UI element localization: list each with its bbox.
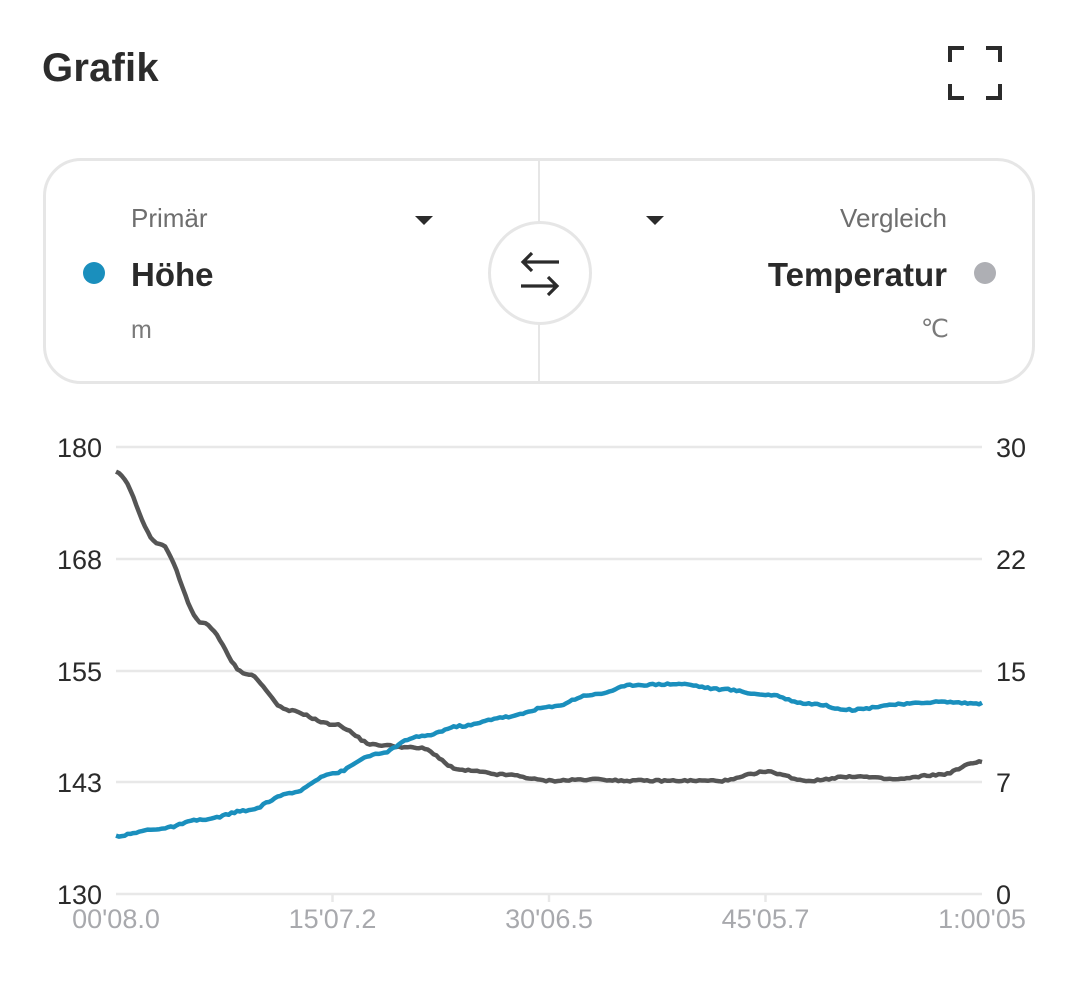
compare-color-dot-icon bbox=[974, 262, 996, 284]
swap-arrows-icon bbox=[520, 251, 560, 297]
x-axis-tick-label: 30'06.5 bbox=[505, 904, 593, 934]
compare-caption: Vergleich bbox=[840, 203, 947, 233]
left-axis-tick-label: 155 bbox=[57, 657, 102, 687]
right-axis-tick-label: 15 bbox=[996, 657, 1026, 687]
left-y-axis: 180 168 155 143 130 bbox=[57, 433, 102, 910]
x-axis: 00'08.0 15'07.2 30'06.5 45'05.7 1:00'05 bbox=[72, 894, 1026, 934]
primary-caption: Primär bbox=[131, 203, 208, 233]
dual-axis-line-chart[interactable]: 180 168 155 143 130 30 22 15 7 0 00'08.0 15'07.2 3… bbox=[0, 420, 1078, 980]
swap-metrics-button[interactable] bbox=[488, 221, 592, 325]
right-y-axis: 30 22 15 7 0 bbox=[996, 433, 1026, 910]
divider bbox=[538, 160, 540, 222]
right-axis-tick-label: 30 bbox=[996, 433, 1026, 463]
x-axis-tick-label: 15'07.2 bbox=[289, 904, 377, 934]
chart-gridlines bbox=[116, 445, 982, 896]
primary-dropdown-caret-icon[interactable] bbox=[415, 216, 433, 225]
compare-metric-name: Temperatur bbox=[767, 256, 947, 293]
right-axis-tick-label: 22 bbox=[996, 545, 1026, 575]
right-axis-tick-label: 0 bbox=[996, 880, 1011, 910]
primary-unit: m bbox=[131, 316, 152, 344]
left-axis-tick-label: 180 bbox=[57, 433, 102, 463]
x-axis-tick-label: 00'08.0 bbox=[72, 904, 160, 934]
fullscreen-icon bbox=[948, 46, 1002, 100]
fullscreen-button[interactable] bbox=[946, 44, 1004, 102]
divider bbox=[538, 324, 540, 384]
page-title: Grafik bbox=[42, 46, 159, 90]
x-axis-tick-label: 1:00'05 bbox=[938, 904, 1026, 934]
x-axis-tick-label: 45'05.7 bbox=[722, 904, 810, 934]
compare-unit: ℃ bbox=[920, 315, 949, 343]
left-axis-tick-label: 130 bbox=[57, 880, 102, 910]
left-axis-tick-label: 168 bbox=[57, 545, 102, 575]
primary-color-dot-icon bbox=[83, 262, 105, 284]
right-axis-tick-label: 7 bbox=[996, 768, 1011, 798]
temperature-line bbox=[115, 469, 983, 784]
left-axis-tick-label: 143 bbox=[57, 768, 102, 798]
altitude-line bbox=[115, 681, 984, 839]
compare-dropdown-caret-icon[interactable] bbox=[646, 216, 664, 225]
primary-metric-name: Höhe bbox=[131, 256, 214, 293]
